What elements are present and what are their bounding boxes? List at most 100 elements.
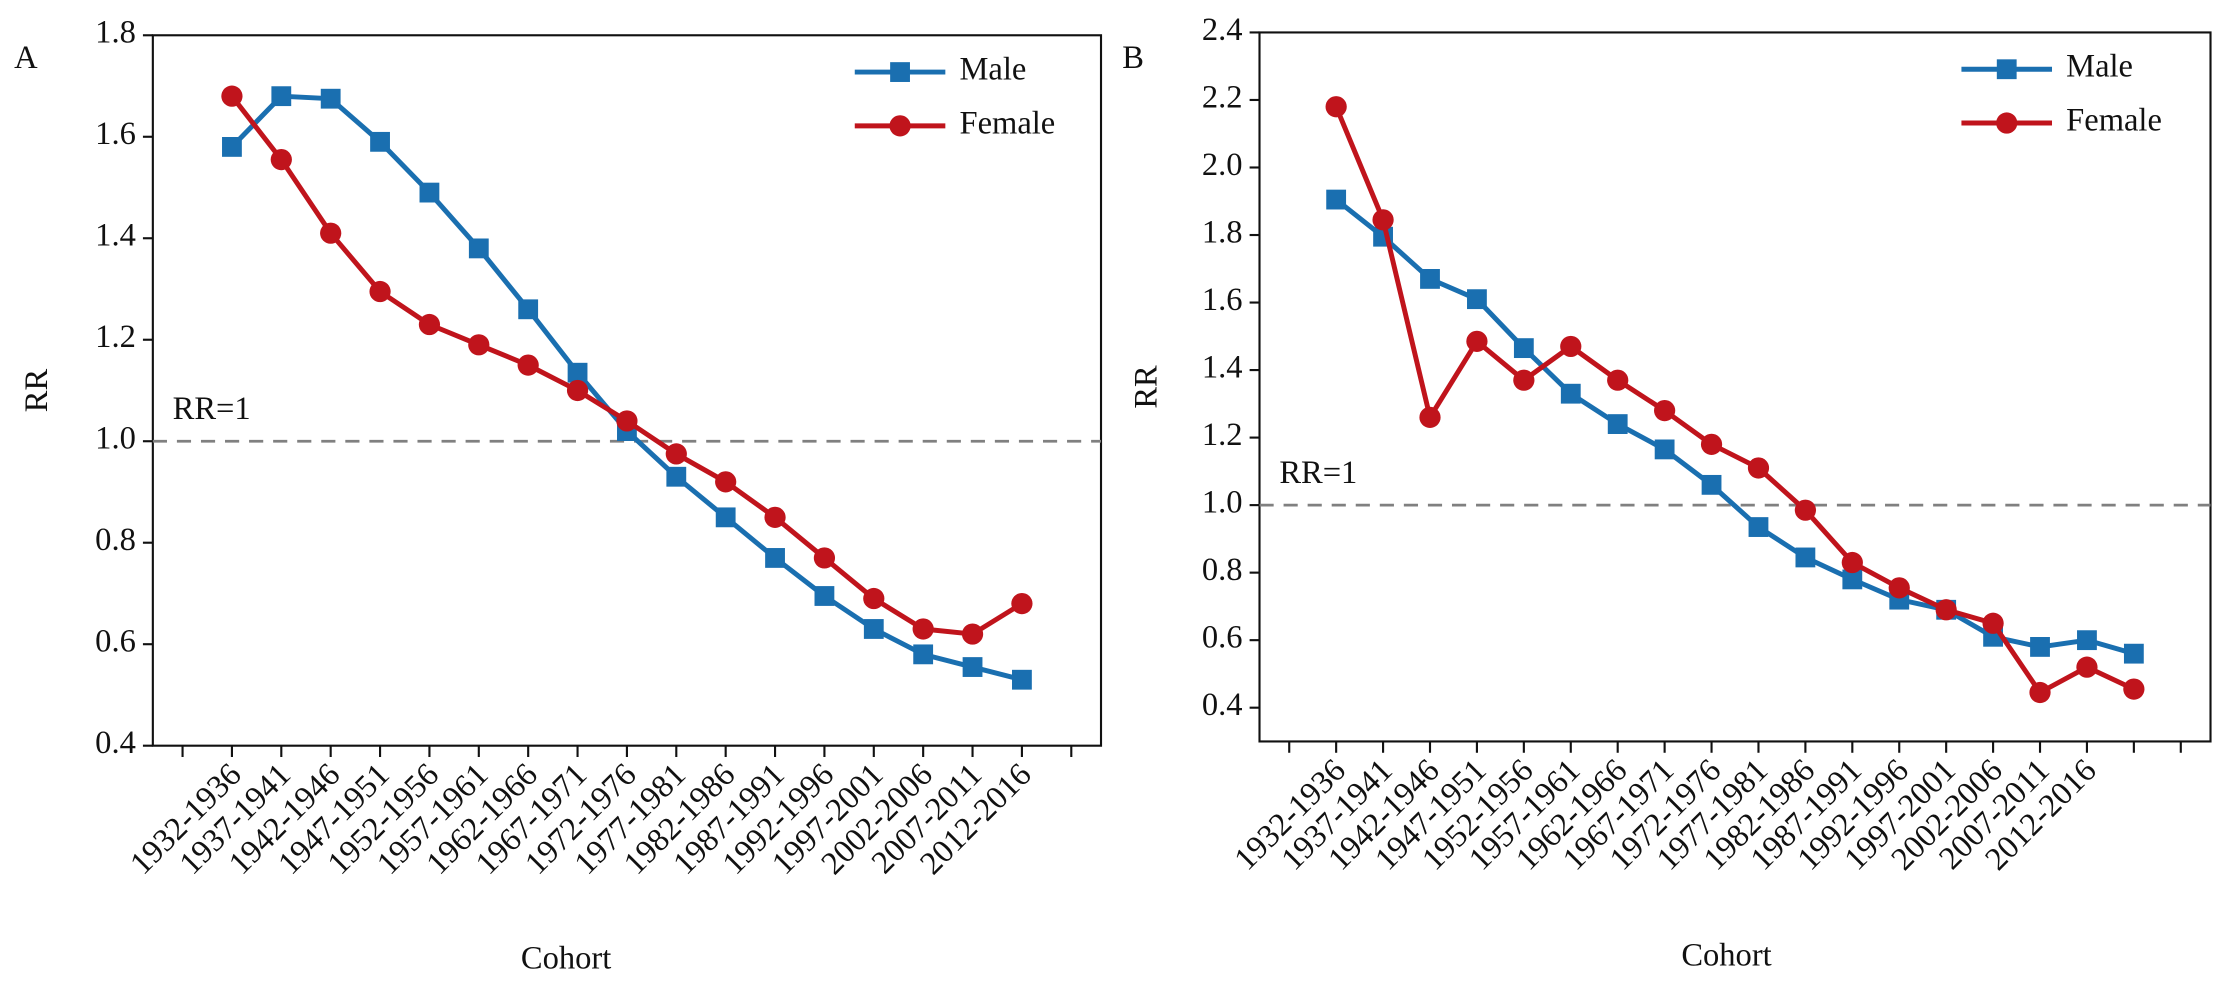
y-axis-label: RR — [19, 368, 55, 412]
y-tick-label: 1.8 — [95, 15, 136, 51]
legend-label: Male — [2066, 49, 2133, 85]
legend-label: Female — [959, 105, 1055, 141]
marker — [221, 85, 243, 107]
reference-label: RR=1 — [173, 391, 251, 427]
marker — [1747, 457, 1770, 479]
plot-frame — [151, 34, 1103, 747]
marker — [1467, 289, 1487, 310]
marker — [1560, 383, 1581, 404]
marker — [370, 131, 390, 152]
marker — [961, 623, 984, 645]
marker — [1841, 551, 1863, 574]
marker — [1701, 474, 1722, 495]
marker — [320, 222, 342, 244]
y-tick-label: 1.0 — [1202, 485, 1243, 521]
y-tick-label: 2.2 — [1202, 79, 1243, 115]
y-tick-label: 1.4 — [1202, 350, 1243, 386]
series-line — [1333, 105, 2135, 695]
legend-marker — [890, 62, 910, 82]
marker — [2123, 678, 2145, 700]
marker — [2029, 681, 2051, 704]
marker — [419, 182, 440, 203]
marker — [1795, 547, 1816, 568]
marker — [2030, 637, 2050, 657]
marker — [2077, 630, 2097, 651]
panel-letter: A — [14, 40, 38, 76]
marker — [1654, 399, 1676, 422]
legend-marker — [1996, 59, 2017, 80]
marker — [1325, 96, 1347, 118]
y-tick-label: 1.2 — [95, 319, 136, 355]
marker — [1326, 189, 1347, 210]
marker — [369, 280, 391, 303]
series-line — [1334, 197, 2135, 657]
marker — [468, 238, 489, 259]
marker — [814, 586, 835, 606]
marker — [566, 379, 589, 402]
marker — [1935, 599, 1957, 621]
y-tick-label: 1.6 — [95, 116, 136, 152]
marker — [912, 618, 934, 640]
x-axis-label: Cohort — [1681, 937, 1771, 973]
legend-marker — [889, 115, 911, 137]
marker — [518, 299, 539, 320]
panel-letter: B — [1122, 40, 1144, 76]
marker — [863, 619, 884, 639]
marker — [813, 547, 836, 569]
marker — [666, 466, 687, 487]
marker — [1842, 569, 1863, 590]
marker — [764, 506, 786, 528]
x-axis-label: Cohort — [521, 940, 611, 976]
marker — [1700, 433, 1723, 455]
marker — [1012, 669, 1032, 690]
marker — [1654, 439, 1675, 460]
marker — [468, 334, 490, 356]
y-axis-label: RR — [1129, 365, 1165, 409]
marker — [270, 148, 292, 171]
y-tick-label: 0.6 — [95, 624, 136, 660]
marker — [616, 410, 638, 432]
marker — [2076, 656, 2098, 678]
marker — [1011, 592, 1033, 615]
marker — [567, 362, 588, 383]
marker — [1513, 338, 1534, 359]
marker — [271, 86, 292, 107]
y-tick-label: 0.4 — [95, 725, 136, 761]
marker — [1420, 269, 1440, 289]
y-tick-label: 1.6 — [1202, 282, 1243, 318]
marker — [1607, 369, 1629, 391]
y-tick-label: 0.4 — [1202, 687, 1243, 723]
marker — [1513, 369, 1535, 391]
marker — [765, 548, 785, 568]
marker — [418, 313, 441, 336]
marker — [913, 644, 934, 665]
marker — [1560, 335, 1582, 358]
marker — [962, 657, 983, 677]
y-tick-label: 2.0 — [1202, 147, 1243, 183]
legend-label: Male — [959, 52, 1026, 88]
marker — [665, 443, 687, 465]
y-tick-label: 0.8 — [1202, 552, 1243, 588]
marker — [715, 471, 737, 493]
legend-label: Female — [2066, 102, 2162, 138]
marker — [715, 507, 736, 528]
series-line — [230, 93, 1023, 683]
legend-marker — [1996, 112, 2018, 134]
marker — [863, 587, 885, 610]
y-tick-label: 1.4 — [95, 218, 136, 254]
y-tick-label: 1.0 — [95, 421, 136, 457]
marker — [2123, 643, 2144, 664]
marker — [1466, 330, 1488, 352]
y-tick-label: 0.8 — [95, 522, 136, 558]
marker — [1794, 499, 1817, 521]
marker — [1372, 209, 1394, 231]
y-tick-label: 0.6 — [1202, 620, 1243, 656]
marker — [1982, 612, 2004, 634]
marker — [320, 88, 341, 109]
series-line — [229, 94, 1024, 637]
marker — [1888, 577, 1910, 599]
y-tick-label: 1.8 — [1202, 214, 1243, 250]
marker — [1607, 414, 1628, 434]
plot-frame — [1258, 31, 2212, 743]
marker — [1748, 517, 1769, 537]
